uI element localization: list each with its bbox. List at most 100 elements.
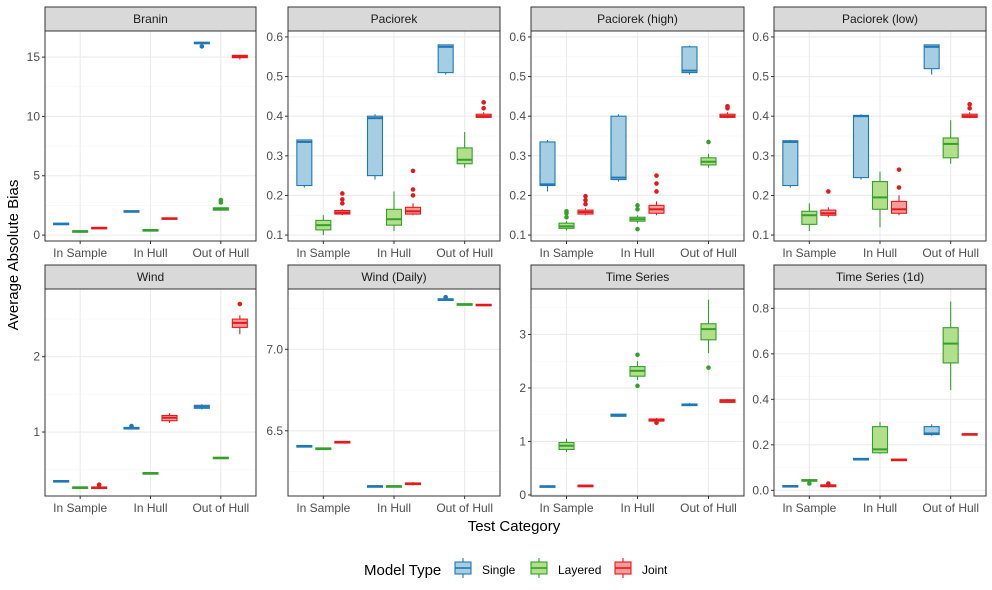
x-tick-label: Out of Hull [192, 246, 249, 260]
box-layered-in-hull [385, 485, 403, 488]
box-joint-in-hull [648, 417, 665, 426]
y-tick-label: 0.4 [509, 109, 526, 123]
box-iqr [456, 147, 473, 165]
facet-title: Paciorek (low) [842, 12, 918, 26]
outlier-point [481, 105, 486, 111]
box-layered-in-sample [558, 438, 575, 453]
outlier-point [635, 226, 640, 232]
box-joint-out-of-hull [475, 100, 492, 119]
box-layered-in-hull [871, 422, 889, 454]
x-tick-label: In Sample [53, 246, 107, 260]
x-tick-label: In Sample [782, 501, 836, 515]
facet-title: Branin [133, 12, 168, 26]
box-single-in-sample [296, 139, 313, 188]
facet-title: Paciorek (high) [597, 12, 678, 26]
box-iqr [385, 208, 403, 226]
x-tick-label: In Hull [863, 246, 897, 260]
outlier-point [410, 187, 416, 192]
box-joint-in-sample [820, 481, 837, 488]
x-tick-label: Out of Hull [436, 501, 493, 515]
x-axis-title: Test Category [468, 518, 561, 535]
box-joint-in-sample [820, 189, 837, 218]
box-joint-in-hull [161, 413, 178, 423]
y-tick-label: 7.0 [266, 342, 283, 356]
outlier-point [807, 481, 812, 486]
facet-panel-paciorek-low: Paciorek (low) 0.1 0.2 0.3 0.4 0.5 0.6 In Sampl… [752, 6, 987, 260]
legend-label: Single [482, 563, 516, 577]
box-single-out-of-hull [437, 44, 454, 75]
box-joint-in-hull [890, 167, 908, 216]
facet-panel-wind: Wind 1 2 In Sample In Hull Out of Hull [33, 264, 257, 515]
x-tick-label: Out of Hull [680, 246, 737, 260]
box-joint-in-sample [91, 226, 108, 230]
y-tick-label: 0.2 [509, 188, 526, 202]
legend: Model Type Single Layered Joint [364, 557, 668, 579]
facet-title: Time Series [606, 270, 670, 284]
y-tick-label: 0.5 [509, 70, 526, 84]
box-joint-in-sample [334, 440, 351, 444]
x-tick-label: In Hull [133, 246, 167, 260]
box-layered-out-of-hull [942, 120, 959, 164]
outlier-point [583, 193, 588, 199]
legend-item-single: Single [452, 557, 516, 579]
outlier-point [564, 214, 569, 220]
box-iqr [871, 426, 889, 454]
facet-strip [44, 6, 257, 32]
box-iqr [942, 327, 959, 364]
outlier-point [635, 207, 640, 212]
outlier-point [340, 201, 345, 206]
box-single-out-of-hull [193, 41, 210, 49]
box-joint-out-of-hull [719, 103, 736, 119]
box-iqr [782, 140, 799, 187]
facet-strip [530, 6, 745, 32]
x-tick-label: In Hull [620, 501, 654, 515]
box-iqr [437, 44, 454, 74]
box-layered-in-sample [558, 208, 575, 231]
box-layered-in-sample [72, 230, 89, 233]
box-iqr [366, 115, 384, 177]
outlier-point [706, 365, 711, 370]
box-layered-out-of-hull [700, 139, 717, 168]
box-single-in-sample [539, 485, 556, 488]
box-iqr [681, 46, 698, 74]
box-joint-in-sample [334, 191, 351, 216]
outlier-point [583, 197, 588, 203]
y-tick-label: 5 [33, 169, 40, 183]
box-iqr [923, 44, 940, 70]
box-layered-out-of-hull [456, 132, 473, 168]
y-tick-label: 0.3 [752, 149, 769, 163]
y-tick-label: 2 [33, 350, 40, 364]
x-tick-label: Out of Hull [922, 501, 979, 515]
outlier-point [129, 423, 134, 429]
box-joint-out-of-hull [719, 399, 736, 403]
box-iqr [610, 115, 627, 181]
outlier-point [896, 185, 902, 190]
x-tick-label: In Sample [296, 501, 350, 515]
facet-panel-paciorek: Paciorek 0.1 0.2 0.3 0.4 0.5 0.6 In Sample In Hu… [266, 6, 501, 260]
y-tick-label: 0.6 [752, 30, 769, 44]
box-single-in-hull [610, 114, 627, 182]
box-joint-in-sample [91, 482, 108, 490]
box-layered-in-hull [142, 228, 159, 232]
y-tick-label: 0.0 [752, 483, 769, 497]
box-single-in-hull [852, 114, 870, 180]
box-single-in-sample [53, 222, 70, 226]
box-iqr [923, 426, 940, 436]
outlier-point [967, 102, 972, 107]
y-tick-label: 0.5 [752, 70, 769, 84]
y-tick-label: 0.2 [752, 188, 769, 202]
y-tick-label: 0 [519, 488, 526, 502]
legend-label: Joint [642, 563, 668, 577]
box-joint-in-sample [577, 484, 594, 488]
outlier-point [654, 420, 659, 426]
box-single-in-hull [123, 423, 140, 430]
outlier-point [218, 197, 224, 203]
facet-panel-wind-daily: Wind (Daily) 6.5 7.0 In Sample In Hull Out of… [266, 264, 501, 515]
box-single-out-of-hull [437, 294, 454, 301]
outlier-point [443, 294, 448, 300]
box-iqr [539, 141, 556, 187]
box-layered-out-of-hull [212, 456, 229, 460]
box-layered-in-hull [385, 191, 403, 232]
